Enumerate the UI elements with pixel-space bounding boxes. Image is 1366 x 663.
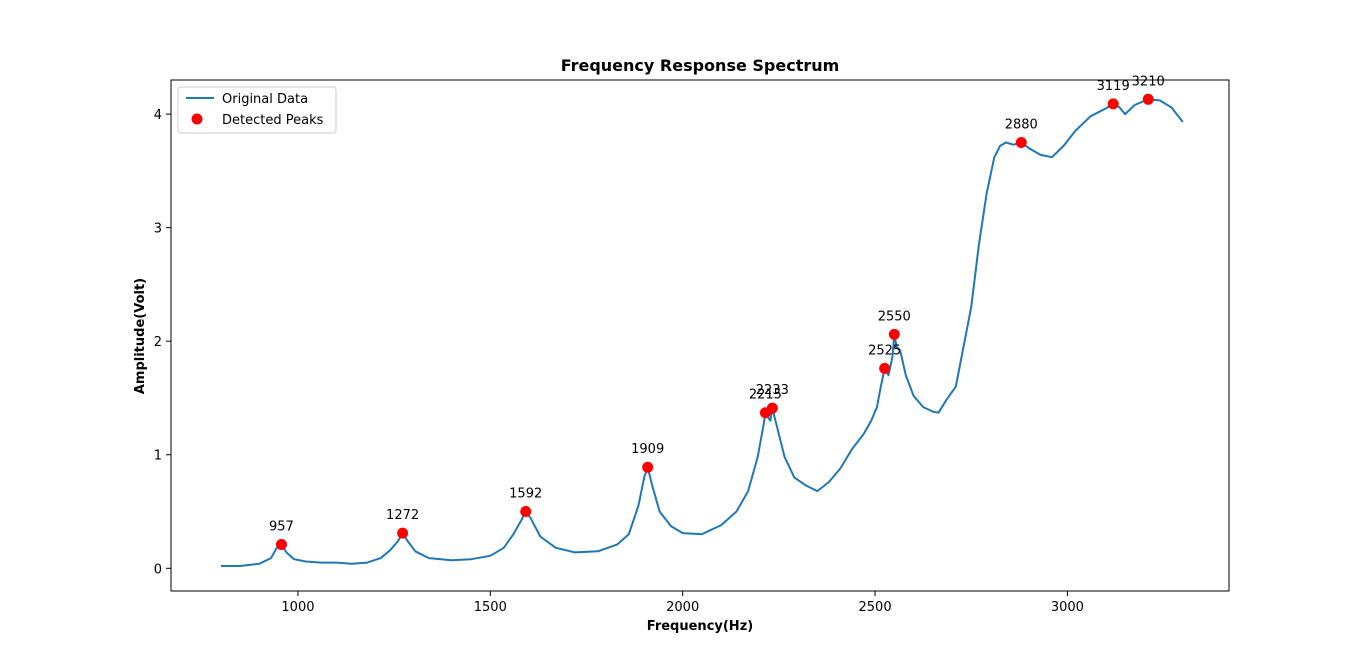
peak-label: 2550 [878, 309, 911, 324]
y-tick-label: 2 [154, 335, 162, 350]
y-tick-label: 3 [154, 222, 162, 237]
legend-marker-swatch [191, 113, 203, 125]
peak-label: 957 [269, 519, 294, 534]
peak-marker [766, 402, 778, 414]
x-tick-label: 2000 [666, 600, 699, 615]
peak-marker [275, 538, 287, 550]
peak-marker [1107, 98, 1119, 110]
plot-frame [170, 79, 1230, 592]
x-tick-label: 3000 [1051, 600, 1084, 615]
plot-area [171, 80, 1229, 591]
peak-marker [879, 362, 891, 374]
y-axis-title: Amplitude(Volt) [133, 278, 148, 394]
x-tick-label: 1000 [281, 600, 314, 615]
x-tick-label: 1500 [474, 600, 507, 615]
peak-label: 1909 [631, 442, 664, 457]
peak-label: 2215 [749, 388, 782, 403]
legend-original-data: Original Data [222, 92, 308, 107]
peak-marker [520, 506, 532, 518]
peak-marker [1015, 136, 1027, 148]
legend-detected-peaks: Detected Peaks [222, 113, 324, 128]
y-tick-label: 4 [154, 108, 162, 123]
peak-marker [1142, 93, 1154, 105]
chart-title: Frequency Response Spectrum [561, 56, 840, 75]
x-tick-label: 2500 [859, 600, 892, 615]
legend: Original Data Detected Peaks [177, 86, 337, 134]
y-tick-label: 0 [154, 562, 162, 577]
ticks-layer: 1000 1500 2000 2500 3000 0 1 2 3 4 [154, 108, 1084, 615]
peak-marker [888, 328, 900, 340]
peak-label: 2525 [868, 343, 901, 358]
peak-label: 2233 [756, 383, 789, 398]
x-axis-title: Frequency(Hz) [647, 619, 753, 634]
peak-label: 3210 [1132, 74, 1165, 89]
y-tick-label: 1 [154, 449, 162, 464]
peak-marker [397, 527, 409, 539]
peak-marker [642, 461, 654, 473]
peak-label: 1272 [386, 508, 419, 523]
legend-box [177, 86, 337, 134]
peak-label: 2880 [1005, 117, 1038, 132]
peak-label: 3119 [1097, 79, 1130, 94]
peak-label: 1592 [509, 487, 542, 502]
